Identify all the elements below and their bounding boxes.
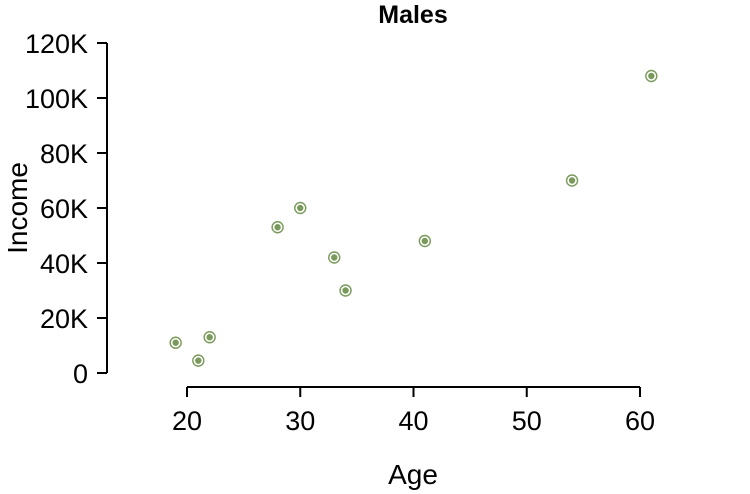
data-point bbox=[565, 174, 579, 187]
data-point bbox=[169, 336, 182, 349]
x-axis-label: Age bbox=[388, 459, 438, 490]
chart-title: Males bbox=[378, 1, 447, 29]
y-tick-label: 0 bbox=[73, 359, 88, 389]
data-point bbox=[328, 251, 341, 264]
y-tick-label: 60K bbox=[40, 194, 88, 224]
x-ticks: 20 30 40 50 60 bbox=[172, 387, 655, 436]
data-point bbox=[294, 201, 307, 215]
data-point bbox=[203, 331, 216, 344]
x-tick-label: 40 bbox=[398, 406, 428, 436]
x-axis: 20 30 40 50 60 bbox=[172, 386, 655, 436]
y-tick-label: 100K bbox=[25, 84, 88, 114]
y-tick-label: 120K bbox=[25, 29, 88, 59]
data-point bbox=[418, 234, 432, 248]
x-tick-label: 30 bbox=[285, 406, 315, 436]
x-tick-label: 50 bbox=[512, 406, 542, 436]
x-tick-label: 20 bbox=[172, 406, 202, 436]
data-point bbox=[192, 354, 205, 367]
y-axis: 0 20K 40K 60K 80K 100K 120K bbox=[25, 29, 108, 389]
data-point bbox=[645, 69, 658, 83]
y-ticks: 0 20K 40K 60K 80K 100K 120K bbox=[25, 29, 107, 389]
data-point bbox=[339, 284, 352, 297]
y-axis-label: Income bbox=[2, 162, 33, 254]
x-tick-label: 60 bbox=[625, 406, 655, 436]
y-tick-label: 80K bbox=[40, 139, 88, 169]
data-point bbox=[271, 221, 284, 234]
y-tick-label: 40K bbox=[40, 249, 88, 279]
data-points bbox=[169, 69, 658, 367]
y-tick-label: 20K bbox=[40, 304, 88, 334]
